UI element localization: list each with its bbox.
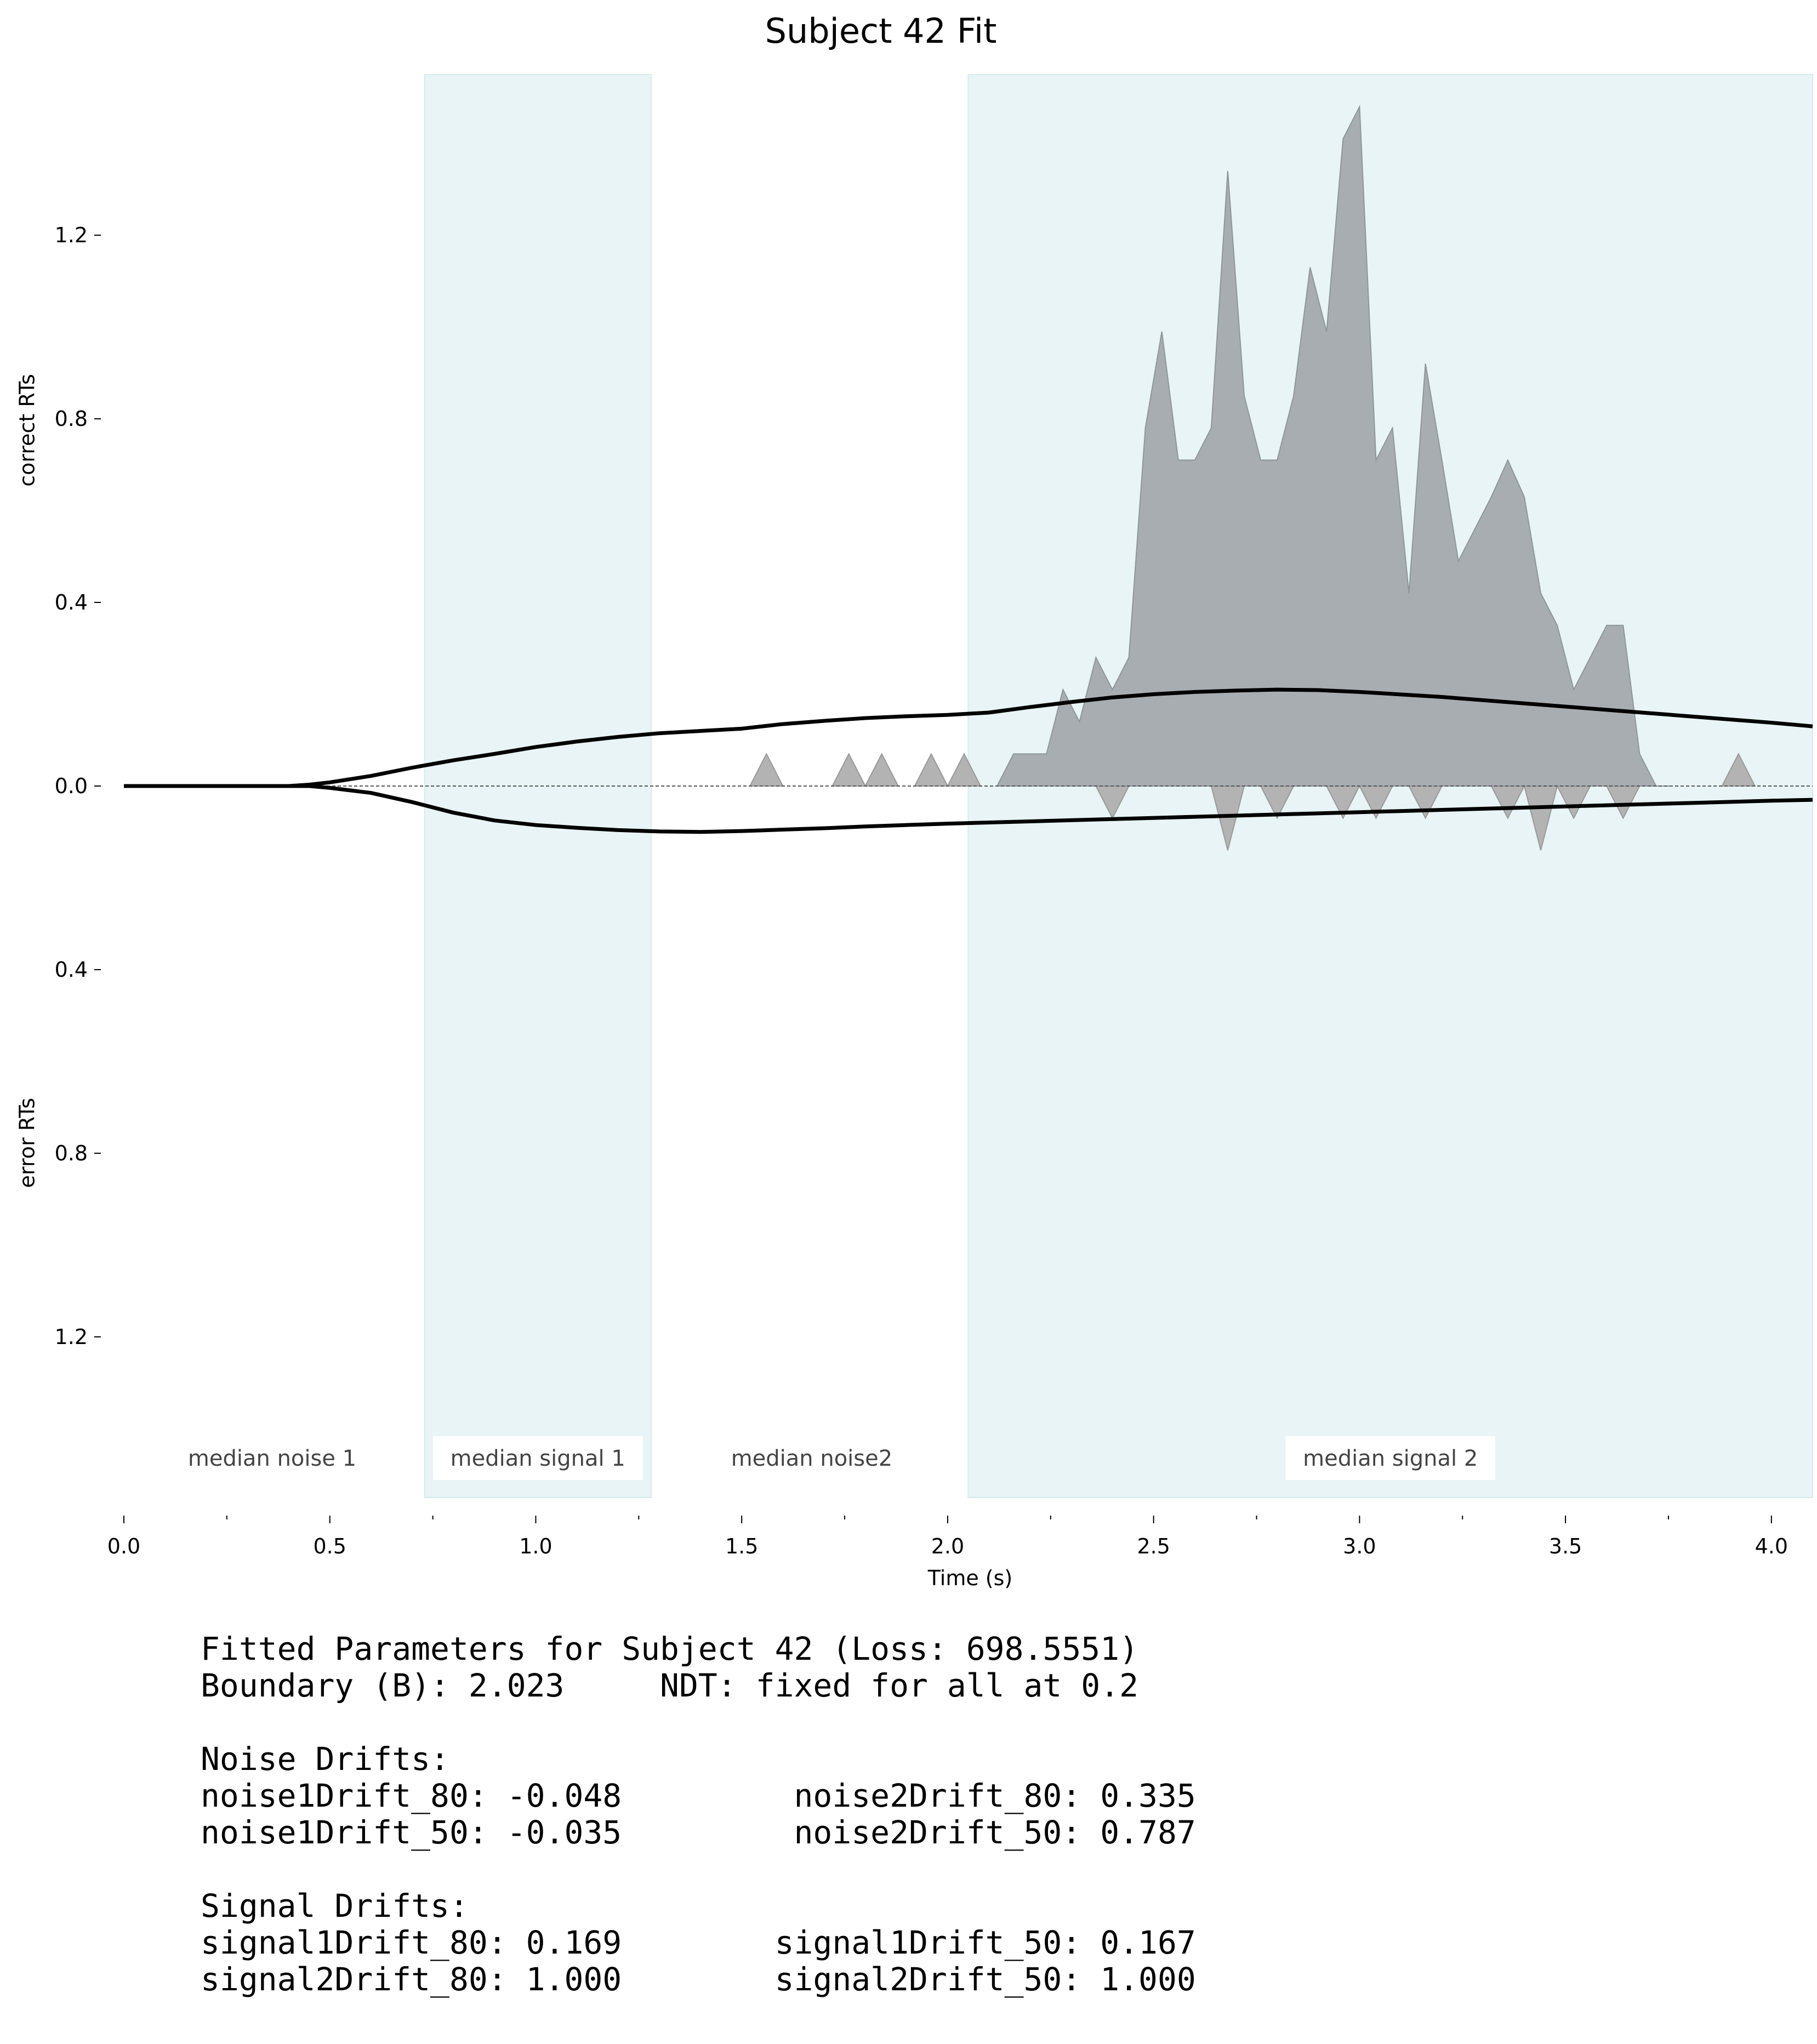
params-signal-row: signal2Drift_80: 1.000 signal2Drift_50: … <box>201 1961 1196 1998</box>
chart-title: Subject 42 Fit <box>765 11 997 51</box>
x-axis-label: Time (s) <box>927 1566 1013 1590</box>
params-noise-row: noise1Drift_50: -0.035 noise2Drift_50: 0… <box>201 1814 1196 1851</box>
params-signal-row: signal1Drift_80: 0.169 signal1Drift_50: … <box>201 1924 1196 1961</box>
chart: Subject 42 Fit median noise 1 median sign… <box>15 11 1813 1590</box>
x-tick-label: 0.0 <box>107 1534 140 1558</box>
correct-rt-histogram-bump <box>831 753 867 787</box>
correct-rt-histogram <box>996 104 1673 787</box>
y-tick-label: 0.8 <box>55 1141 88 1165</box>
y-axis-label-error: error RTs <box>15 1098 39 1188</box>
x-tick-label: 3.5 <box>1549 1534 1582 1558</box>
region-label: median signal 1 <box>451 1446 625 1471</box>
y-tick-label: 0.0 <box>55 774 88 798</box>
x-tick-label: 2.0 <box>931 1534 964 1558</box>
fitted-parameters-text: Fitted Parameters for Subject 42 (Loss: … <box>201 1631 1196 1998</box>
params-signal-title: Signal Drifts: <box>201 1887 469 1925</box>
correct-rt-histogram-bump <box>749 753 784 787</box>
x-tick-label: 1.0 <box>519 1534 552 1558</box>
x-tick-label: 4.0 <box>1755 1534 1788 1558</box>
region-label: median signal 2 <box>1303 1446 1478 1471</box>
params-noise-title: Noise Drifts: <box>201 1740 449 1778</box>
y-tick-label: 1.2 <box>55 1325 88 1349</box>
correct-rt-histogram-bump <box>864 753 899 787</box>
y-tick-label: 0.4 <box>55 590 88 614</box>
y-axis-label-correct: correct RTs <box>15 374 39 487</box>
x-tick-label: 1.5 <box>725 1534 758 1558</box>
y-tick-label: 0.8 <box>55 407 88 431</box>
x-tick-label: 2.5 <box>1137 1534 1170 1558</box>
x-axis: 0.0 0.5 1.0 1.5 2.0 2.5 3.0 3.5 4.0 <box>107 1516 1788 1558</box>
y-axis: 1.2 0.8 0.4 0.0 0.4 0.8 1.2 <box>55 223 101 1349</box>
region-label-box <box>1285 1436 1495 1480</box>
correct-rt-histogram-bump <box>914 753 949 787</box>
params-noise-row: noise1Drift_80: -0.048 noise2Drift_80: 0… <box>201 1777 1196 1814</box>
y-tick-label: 1.2 <box>55 223 88 247</box>
region-label: median noise 1 <box>188 1446 356 1471</box>
region-labels: median noise 1 median signal 1 median nois… <box>188 1436 1495 1480</box>
model-correct-curve <box>124 687 1813 788</box>
params-header: Fitted Parameters for Subject 42 (Loss: … <box>201 1630 1139 1667</box>
model-error-curve <box>124 784 1813 834</box>
region-label-box <box>432 1436 643 1480</box>
region-label: median noise2 <box>731 1446 893 1471</box>
params-boundary: Boundary (B): 2.023 NDT: fixed for all a… <box>201 1667 1139 1704</box>
model-curves <box>124 687 1813 834</box>
x-tick-label: 3.0 <box>1343 1534 1376 1558</box>
y-tick-label: 0.4 <box>55 958 88 982</box>
x-tick-label: 0.5 <box>314 1534 346 1558</box>
